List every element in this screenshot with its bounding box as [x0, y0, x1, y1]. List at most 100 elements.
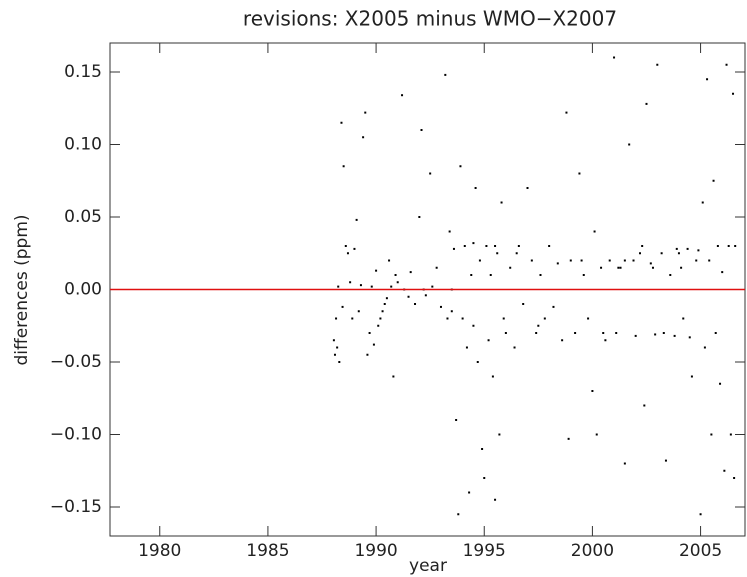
point	[435, 266, 438, 269]
point	[703, 346, 706, 349]
point	[396, 281, 399, 284]
point	[619, 266, 622, 269]
point	[517, 245, 520, 247]
point	[580, 259, 583, 262]
point	[431, 285, 434, 288]
point	[548, 245, 551, 247]
y-tick-label: 0.05	[64, 207, 102, 227]
point	[565, 111, 568, 114]
point	[461, 317, 464, 320]
point	[368, 332, 371, 334]
point	[556, 262, 559, 265]
point	[645, 102, 648, 105]
point	[552, 305, 555, 308]
point	[502, 317, 505, 320]
point	[388, 259, 391, 262]
point	[418, 216, 421, 218]
point	[632, 259, 635, 262]
point	[697, 249, 700, 252]
point	[729, 433, 732, 436]
point	[688, 336, 691, 339]
point	[699, 513, 702, 516]
point	[604, 339, 607, 342]
point	[377, 324, 380, 327]
point	[450, 310, 453, 313]
point	[375, 269, 378, 272]
point	[509, 266, 512, 269]
point	[669, 274, 672, 276]
point	[593, 230, 596, 233]
point	[481, 448, 484, 450]
point	[643, 404, 646, 407]
point	[364, 111, 367, 114]
point	[716, 245, 719, 247]
point	[634, 334, 637, 337]
y-tick-label: −0.05	[50, 352, 102, 372]
point	[733, 477, 736, 479]
point	[496, 252, 499, 255]
point	[444, 73, 447, 76]
point	[578, 172, 581, 175]
point	[721, 271, 724, 274]
point	[355, 218, 358, 221]
point	[336, 346, 339, 349]
point	[530, 259, 533, 262]
point	[515, 252, 518, 255]
point	[537, 324, 540, 327]
point	[712, 179, 715, 182]
point	[701, 201, 704, 204]
point	[708, 259, 711, 262]
point	[591, 390, 594, 392]
point	[333, 353, 336, 356]
point	[719, 382, 722, 385]
x-tick-label: 1985	[246, 541, 289, 561]
point	[459, 165, 462, 168]
point	[617, 266, 620, 269]
y-axis-label: differences (ppm)	[12, 214, 32, 365]
point	[362, 136, 365, 139]
point	[385, 297, 388, 300]
point	[615, 332, 618, 334]
point	[690, 375, 693, 378]
point	[487, 339, 490, 342]
point	[340, 121, 343, 124]
point	[725, 63, 728, 66]
x-axis-label: year	[409, 556, 447, 576]
point	[359, 284, 362, 287]
point	[494, 498, 497, 501]
x-tick-label: 1980	[138, 541, 181, 561]
point	[372, 343, 375, 346]
point	[394, 274, 397, 276]
point	[465, 346, 468, 349]
point	[472, 242, 475, 245]
point	[446, 317, 449, 320]
y-tick-label: 0.00	[64, 280, 102, 300]
point	[483, 477, 486, 479]
point	[485, 245, 488, 247]
point	[338, 361, 341, 363]
x-tick-label: 2000	[571, 541, 614, 561]
point	[474, 187, 477, 189]
y-tick-label: 0.10	[64, 135, 102, 155]
point	[351, 317, 354, 320]
point	[452, 247, 455, 250]
point	[342, 165, 345, 168]
point	[504, 332, 507, 334]
point	[526, 187, 529, 189]
y-tick-label: −0.15	[50, 497, 102, 517]
point	[723, 469, 726, 472]
point	[641, 245, 644, 247]
point	[734, 245, 737, 247]
point	[695, 259, 698, 262]
point	[381, 310, 384, 313]
point	[500, 201, 503, 204]
point	[569, 259, 572, 262]
point	[468, 491, 471, 494]
point	[582, 274, 585, 276]
point	[407, 295, 410, 298]
point	[390, 285, 393, 288]
point	[448, 230, 451, 233]
point	[543, 317, 546, 320]
point	[346, 252, 349, 255]
point	[424, 294, 427, 297]
